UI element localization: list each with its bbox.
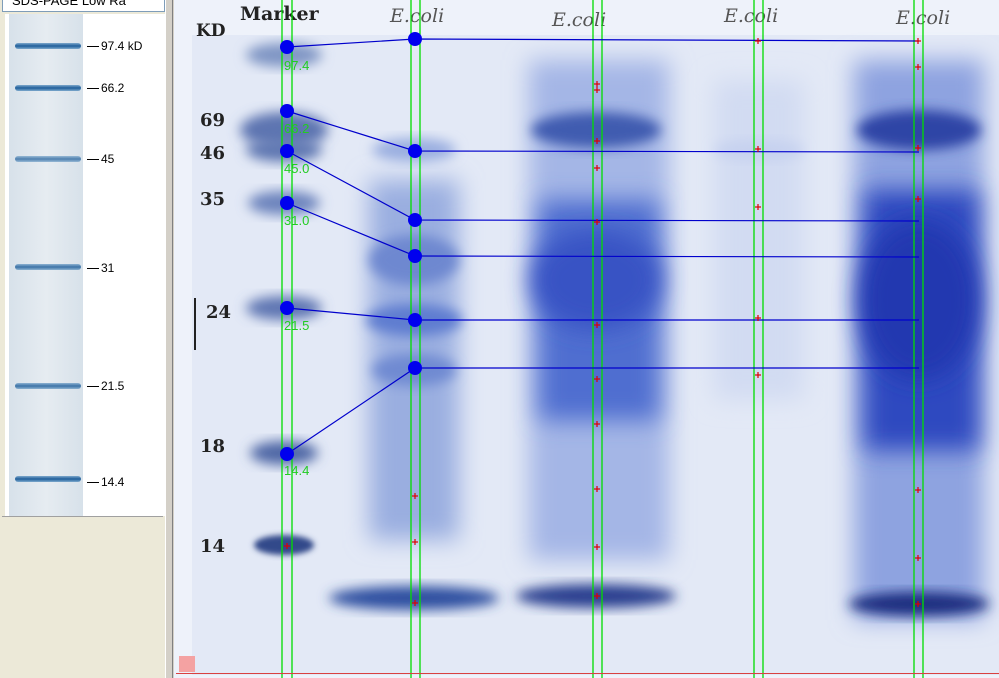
band-markers[interactable]	[280, 32, 422, 461]
reference-tick	[87, 482, 99, 483]
band-marker	[280, 144, 294, 158]
cross-marker	[594, 138, 600, 144]
lane-header: E.coli	[723, 5, 778, 27]
lane-header: E.coli	[551, 9, 606, 31]
size-label: 18	[200, 436, 225, 457]
frame-bottom-edge	[176, 673, 999, 674]
cross-marker	[594, 87, 600, 93]
band-marker	[280, 104, 294, 118]
reference-tick	[87, 46, 99, 47]
cross-marker	[412, 600, 418, 606]
splitter-handle[interactable]	[165, 0, 173, 678]
cross-marker	[412, 539, 418, 545]
reference-band	[15, 264, 81, 270]
gel-size-labels: KD 69 46 35 24 18 14 Marker	[196, 3, 320, 557]
reference-band	[15, 43, 81, 49]
band-marker	[408, 213, 422, 227]
marker-label: 66.2	[284, 121, 309, 136]
cross-marker	[755, 315, 761, 321]
marker-label: 97.4	[284, 58, 309, 73]
gel-image-view[interactable]: KD 69 46 35 24 18 14 Marker E.coli E.col…	[174, 0, 999, 678]
lane-header: E.coli	[389, 5, 444, 27]
cross-marker	[594, 322, 600, 328]
cross-marker	[915, 601, 921, 607]
gel-annotation-canvas[interactable]: KD 69 46 35 24 18 14 Marker E.coli E.col…	[174, 0, 999, 678]
reference-tick	[87, 159, 99, 160]
size-label: 69	[200, 110, 225, 131]
marker-label: 21.5	[284, 318, 309, 333]
band-marker	[408, 32, 422, 46]
reference-band	[15, 156, 81, 162]
reference-label: 97.4 kD	[101, 39, 143, 53]
kd-header: KD	[196, 21, 226, 41]
size-label: 46	[200, 143, 225, 164]
cross-marker	[594, 219, 600, 225]
band-marker	[408, 144, 422, 158]
reference-tick	[87, 268, 99, 269]
cross-marker	[594, 421, 600, 427]
cross-marker	[412, 493, 418, 499]
cross-marker	[915, 38, 921, 44]
reference-label: 21.5	[101, 379, 125, 393]
reference-label: 66.2	[101, 81, 125, 95]
band-marker	[280, 447, 294, 461]
reference-ladder: 97.4 kD 66.2 45 31 21.5 14.4	[5, 14, 165, 516]
reference-band	[15, 383, 81, 389]
band-marker	[408, 249, 422, 263]
cross-marker	[755, 38, 761, 44]
lane-header-marker: Marker	[240, 3, 320, 25]
cross-marker	[915, 555, 921, 561]
reference-label: 14.4	[101, 475, 125, 489]
reference-gel-image	[9, 14, 83, 516]
band-marker	[280, 301, 294, 315]
marker-set-dropdown[interactable]: SDS-PAGE Low Ra	[2, 0, 165, 12]
cross-marker	[755, 372, 761, 378]
lane-guides	[281, 0, 924, 678]
band-crosses	[284, 38, 921, 607]
cross-marker	[594, 81, 600, 87]
cross-marker	[594, 593, 600, 599]
marker-label: 31.0	[284, 213, 309, 228]
marker-label: 14.4	[284, 463, 309, 478]
cross-marker	[594, 544, 600, 550]
band-marker	[408, 361, 422, 375]
reference-tick	[87, 386, 99, 387]
panel-divider	[2, 516, 163, 517]
cross-marker	[594, 165, 600, 171]
reference-label: 31	[101, 261, 115, 275]
cross-marker	[915, 64, 921, 70]
view-corner-button[interactable]	[179, 656, 195, 672]
band-marker	[280, 40, 294, 54]
size-label: 24	[206, 302, 231, 323]
marker-set-value: SDS-PAGE Low Ra	[12, 0, 126, 8]
size-label: 14	[200, 536, 225, 557]
cross-marker	[915, 145, 921, 151]
reference-label: 45	[101, 152, 115, 166]
cross-marker	[755, 146, 761, 152]
cross-marker	[755, 204, 761, 210]
band-marker	[280, 196, 294, 210]
band-marker	[408, 313, 422, 327]
size-label: 35	[200, 189, 225, 210]
cross-marker	[594, 486, 600, 492]
cross-marker	[594, 376, 600, 382]
marker-size-labels: 97.4 66.2 45.0 31.0 21.5 14.4	[284, 58, 309, 478]
gel-background	[174, 0, 999, 678]
cross-marker	[915, 487, 921, 493]
reference-band	[15, 85, 81, 91]
reference-band	[15, 476, 81, 482]
reference-tick	[87, 88, 99, 89]
cross-marker	[915, 196, 921, 202]
marker-label: 45.0	[284, 161, 309, 176]
cross-marker	[284, 543, 290, 549]
reference-panel: SDS-PAGE Low Ra 97.4 kD 66.2 45 31 21.5 …	[0, 0, 165, 678]
